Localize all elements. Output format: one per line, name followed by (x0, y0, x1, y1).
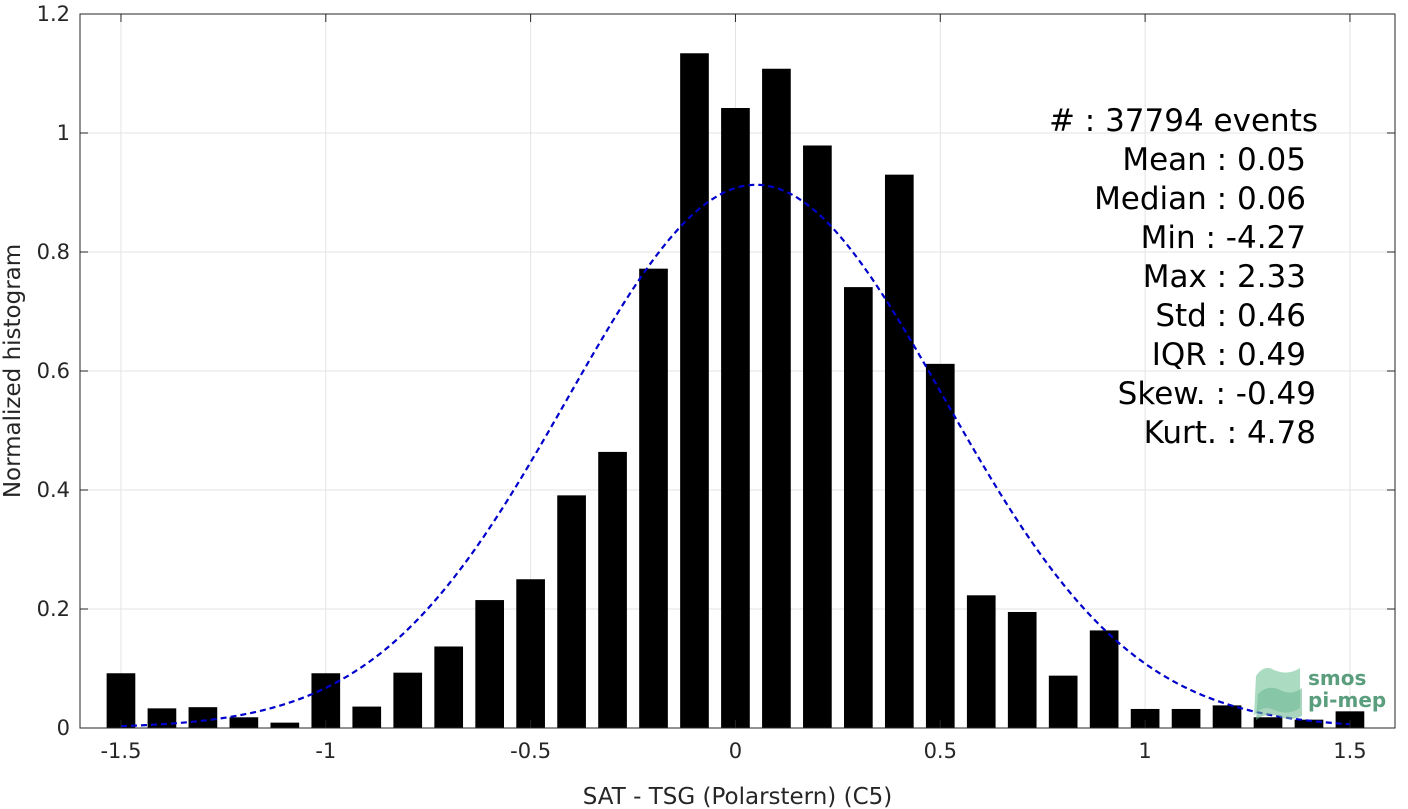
x-tick-label: -0.5 (510, 739, 551, 763)
histogram-bar (557, 495, 586, 728)
histogram-bar (188, 707, 218, 728)
statistics-line: Skew. : -0.49 (1118, 376, 1316, 412)
statistics-line: Std : 0.46 (1155, 298, 1306, 334)
x-tick-label: 1.5 (1333, 739, 1366, 763)
histogram-bar (106, 673, 136, 728)
y-tick-labels: 0 0.2 0.4 0.6 0.8 1 1.2 (37, 2, 70, 740)
y-tick-label: 0.6 (37, 359, 70, 383)
y-tick-label: 0.8 (37, 240, 70, 264)
y-tick-label: 0.4 (37, 478, 70, 502)
histogram-bars (106, 53, 1365, 729)
y-tick-label: 1 (57, 121, 70, 145)
histogram-bar (1212, 705, 1242, 728)
x-tick-labels: -1.5 -1 -0.5 0 0.5 1 1.5 (100, 739, 1366, 763)
statistics-line: Kurt. : 4.78 (1144, 415, 1316, 451)
histogram-bar (1253, 717, 1283, 728)
histogram-bar (762, 68, 791, 729)
histogram-bar (803, 145, 832, 728)
x-tick-label: -1.5 (100, 739, 141, 763)
histogram-bar (1089, 630, 1119, 728)
histogram-bar (925, 363, 955, 728)
histogram-bar (721, 108, 750, 728)
x-tick-label: 0.5 (924, 739, 957, 763)
histogram-bar (434, 646, 464, 728)
histogram-bar (884, 174, 914, 728)
x-axis-label: SAT - TSG (Polarstern) (C5) (583, 784, 892, 809)
statistics-line: Mean : 0.05 (1122, 142, 1306, 178)
histogram-bar (1335, 711, 1365, 728)
histogram-bar (311, 673, 341, 728)
x-tick-label: 1 (1138, 739, 1151, 763)
histogram-bar (270, 722, 300, 728)
logo-text-pimep: pi-mep (1308, 688, 1386, 712)
histogram-bar (147, 708, 177, 728)
x-tick-label: -1 (315, 739, 336, 763)
histogram-bar (639, 268, 668, 728)
logo-wave-icon-2 (1256, 687, 1302, 720)
histogram-bar (229, 717, 259, 728)
y-axis-label: Normalized histogram (0, 244, 26, 498)
y-tick-label: 0.2 (37, 597, 70, 621)
histogram-bar (680, 53, 709, 728)
statistics-line: Min : -4.27 (1141, 220, 1306, 256)
statistics-line: Median : 0.06 (1094, 181, 1306, 217)
x-tick-label: 0 (729, 739, 742, 763)
histogram-bar (1048, 675, 1078, 728)
histogram-bar (1130, 708, 1160, 728)
y-tick-label: 0 (57, 716, 70, 740)
histogram-bar (352, 706, 382, 728)
logo-text-smos: smos (1308, 666, 1366, 690)
statistics-line: # : 37794 events (1049, 103, 1318, 139)
histogram-bar (516, 579, 545, 728)
statistics-line: IQR : 0.49 (1152, 337, 1306, 373)
histogram-bar (1171, 708, 1201, 728)
histogram-bar (475, 600, 504, 728)
y-tick-label: 1.2 (37, 2, 70, 26)
histogram-bar (966, 595, 996, 728)
axis-ticks (80, 13, 1395, 729)
histogram-bar (1294, 719, 1324, 728)
histogram-bar (393, 672, 423, 728)
histogram-bar (1007, 611, 1037, 728)
histogram-bar (598, 451, 627, 728)
histogram-bar (844, 287, 873, 728)
smos-pimep-logo: smos pi-mep (1254, 666, 1386, 720)
statistics-line: Max : 2.33 (1143, 259, 1306, 295)
